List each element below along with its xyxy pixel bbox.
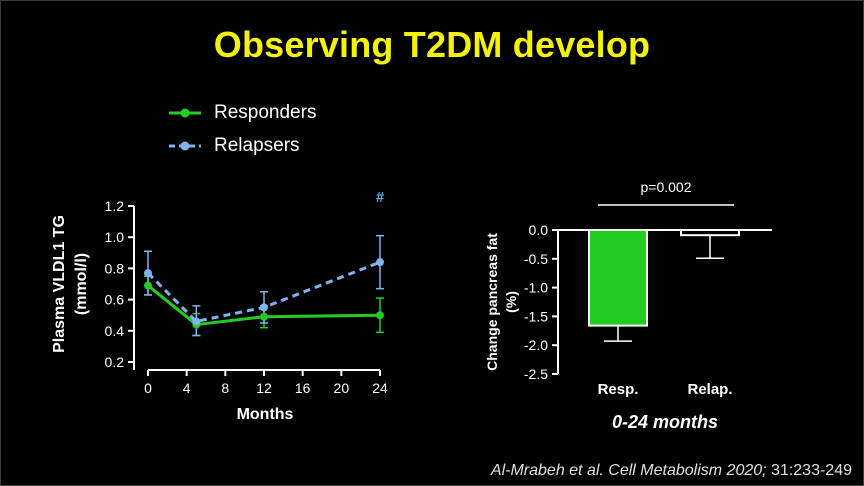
citation-ref: 31:233-249 bbox=[766, 462, 852, 479]
data-point-relapsers bbox=[144, 269, 152, 278]
p-value-label: p=0.002 bbox=[641, 179, 692, 195]
line-chart-y-tick-label: 0.8 bbox=[105, 260, 125, 276]
data-point-relapsers bbox=[260, 303, 268, 312]
citation: Al-Mrabeh et al. Cell Metabolism 2020; 3… bbox=[491, 462, 852, 480]
line-chart-x-tick-label: 20 bbox=[334, 380, 350, 396]
bar-chart-y-tick-label: -2.5 bbox=[524, 366, 548, 382]
legend-label-responders: Responders bbox=[214, 101, 317, 123]
bar-category-label-resp: Resp. bbox=[598, 381, 639, 398]
vldl-line-chart: 0.2 0.4 0.6 0.8 1.0 1.2 0 4 8 12 16 20 24 # Plasma VLD… bbox=[51, 189, 388, 423]
data-point-relapsers bbox=[192, 317, 201, 326]
legend-item-responders: Responders bbox=[168, 96, 316, 129]
significance-marker: # bbox=[376, 189, 385, 206]
pancreas-fat-bar-chart: 0.0 -0.5 -1.0 -1.5 -2.0 -2.5 Resp. Relap. p=0.00… bbox=[484, 179, 772, 398]
line-chart-x-tick-label: 8 bbox=[221, 380, 229, 396]
data-point-responders bbox=[376, 311, 384, 320]
series-line-relapsers bbox=[146, 260, 381, 324]
bar-chart-y-tick-label: 0.0 bbox=[529, 222, 549, 238]
line-chart-y-tick-label: 1.0 bbox=[105, 229, 125, 245]
legend-swatch-relapsers bbox=[169, 141, 201, 150]
bar-chart-subtitle: 0-24 months bbox=[611, 412, 719, 432]
citation-main: Al-Mrabeh et al. Cell Metabolism 2020; bbox=[490, 462, 767, 479]
data-point-responders bbox=[260, 312, 268, 321]
bar-chart-y-axis-label: Change pancreas fat bbox=[484, 233, 500, 371]
bar-resp bbox=[588, 229, 648, 327]
line-chart-y-tick-label: 1.2 bbox=[105, 198, 125, 214]
bar-chart-y-tick-label: -1.0 bbox=[524, 280, 548, 296]
legend-item-relapsers: Relapsers bbox=[168, 129, 316, 162]
bar-chart-y-tick-label: -0.5 bbox=[524, 251, 548, 267]
line-chart-x-tick-label: 12 bbox=[256, 380, 272, 396]
line-chart-x-axis-label: Months bbox=[237, 406, 294, 423]
legend-label-relapsers: Relapsers bbox=[214, 134, 300, 156]
series-line-responders bbox=[147, 284, 381, 327]
line-chart-y-tick-label: 0.6 bbox=[105, 292, 125, 308]
bar-chart-y-tick-label: -1.5 bbox=[524, 308, 548, 324]
data-point-relapsers bbox=[376, 258, 384, 267]
line-chart-y-axis-label: Plasma VLDL1 TG bbox=[51, 215, 68, 353]
line-chart-y-axis-unit: (mmol/l) bbox=[73, 253, 90, 315]
slide-title: Observing T2DM develop bbox=[213, 24, 651, 65]
line-chart-x-tick-label: 24 bbox=[372, 380, 388, 396]
line-chart-x-tick-label: 4 bbox=[183, 380, 191, 396]
chart-legend: Responders Relapsers bbox=[168, 96, 316, 162]
line-chart-x-tick-label: 16 bbox=[295, 380, 311, 396]
line-chart-x-tick-label: 0 bbox=[144, 380, 152, 396]
bar-chart-y-axis-unit: (%) bbox=[503, 291, 519, 313]
data-point-responders bbox=[144, 281, 152, 290]
legend-swatch-responders bbox=[169, 108, 201, 117]
line-chart-y-tick-label: 0.4 bbox=[105, 323, 125, 339]
line-chart-y-tick-label: 0.2 bbox=[105, 354, 125, 370]
bar-chart-y-tick-label: -2.0 bbox=[524, 337, 548, 353]
bar-category-label-relap: Relap. bbox=[687, 381, 732, 398]
